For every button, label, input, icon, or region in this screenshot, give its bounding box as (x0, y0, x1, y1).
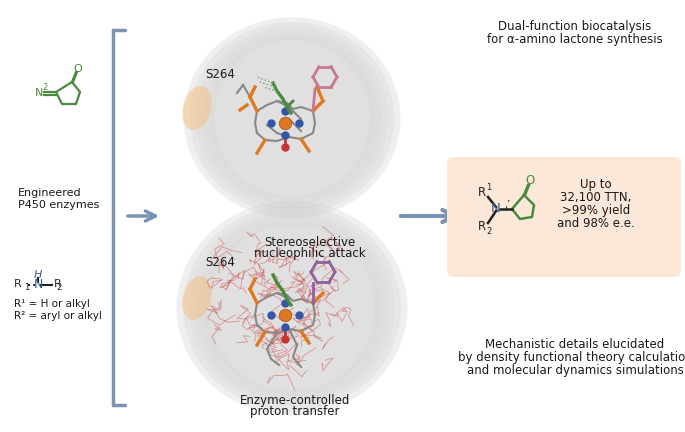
Text: 2: 2 (486, 228, 492, 236)
Text: R¹ = H or alkyl: R¹ = H or alkyl (14, 299, 90, 309)
Ellipse shape (182, 86, 212, 130)
Ellipse shape (202, 31, 382, 205)
Ellipse shape (184, 17, 401, 219)
Text: O: O (73, 64, 82, 74)
Text: for α-amino lactone synthesis: for α-amino lactone synthesis (487, 33, 663, 46)
Text: 32,100 TTN,: 32,100 TTN, (560, 191, 632, 204)
Ellipse shape (208, 36, 375, 200)
FancyBboxPatch shape (447, 157, 681, 277)
Text: S264: S264 (205, 69, 235, 82)
Ellipse shape (182, 276, 212, 320)
Text: >99% yield: >99% yield (562, 204, 630, 217)
Ellipse shape (183, 206, 401, 410)
Text: N: N (491, 203, 501, 216)
Text: N: N (34, 279, 42, 292)
Text: P450 enzymes: P450 enzymes (18, 200, 99, 210)
Text: N: N (35, 88, 43, 98)
Text: by density functional theory calculation: by density functional theory calculation (458, 351, 685, 364)
Ellipse shape (196, 26, 388, 210)
Text: 1: 1 (486, 184, 492, 193)
Ellipse shape (190, 211, 395, 405)
Ellipse shape (190, 22, 395, 214)
Ellipse shape (177, 201, 408, 415)
Text: O: O (525, 175, 534, 187)
Text: Enzyme-controlled: Enzyme-controlled (240, 394, 350, 407)
Text: H: H (34, 270, 42, 280)
Text: nucleophilic attack: nucleophilic attack (254, 247, 366, 260)
Text: 2: 2 (42, 83, 48, 92)
Text: S264: S264 (205, 255, 235, 269)
Text: R: R (14, 279, 22, 289)
Ellipse shape (203, 221, 381, 395)
Text: 1: 1 (25, 283, 29, 292)
Text: R: R (54, 279, 62, 289)
Text: 2: 2 (56, 283, 62, 292)
Text: ,’: ,’ (504, 200, 510, 210)
Text: Stereoselective: Stereoselective (264, 236, 356, 249)
Ellipse shape (214, 41, 369, 196)
Text: R: R (478, 187, 486, 200)
Text: Up to: Up to (580, 178, 612, 191)
Ellipse shape (197, 216, 388, 400)
Text: and 98% e.e.: and 98% e.e. (557, 217, 635, 230)
Text: Engineered: Engineered (18, 188, 82, 198)
Text: Dual-function biocatalysis: Dual-function biocatalysis (499, 20, 651, 33)
Text: Mechanistic details elucidated: Mechanistic details elucidated (486, 338, 664, 351)
Text: R² = aryl or alkyl: R² = aryl or alkyl (14, 311, 102, 321)
Text: and molecular dynamics simulations: and molecular dynamics simulations (466, 364, 684, 377)
Text: R: R (478, 220, 486, 234)
Text: proton transfer: proton transfer (250, 405, 340, 418)
Ellipse shape (210, 226, 375, 391)
